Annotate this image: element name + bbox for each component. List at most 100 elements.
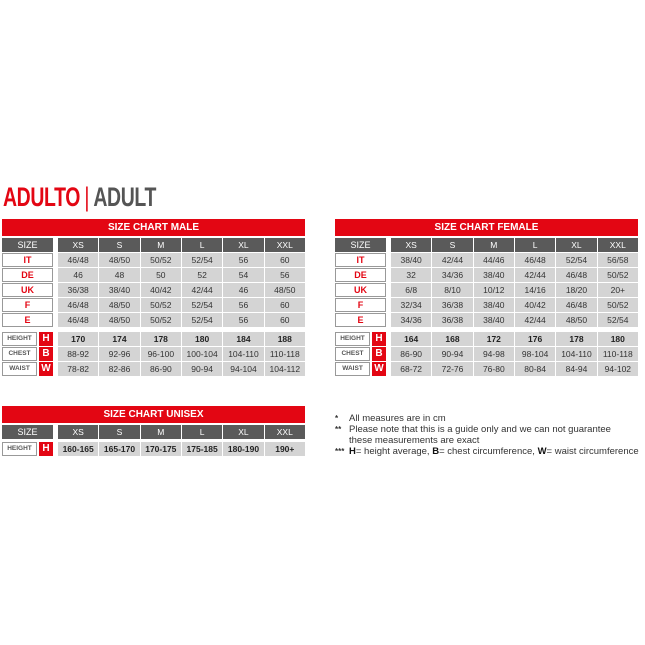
size-chart-male: SIZE CHART MALE SIZE XS S M L XL XXL IT 46/48 48/5… [2,219,305,377]
table-cell: 46/48 [514,253,556,267]
measure-name: WAIST [2,362,37,376]
measure-letter-badge: H [39,332,53,346]
table-cell: 94-98 [473,347,514,361]
row-label: IT [2,253,53,267]
table-cell: 184 [223,332,264,346]
table-row: UK 36/38 38/40 40/42 42/44 46 48/50 [2,283,305,297]
note-text: H= height average, B= chest circumferenc… [349,446,639,457]
table-cell: 50 [140,268,181,282]
heading-secondary: ADULT [93,182,156,212]
size-column-header: XXL [597,238,638,252]
table-cell: 104-110 [556,347,597,361]
table-cell: 170-175 [140,442,181,456]
measure-row: CHEST B 86-90 90-94 94-98 98-104 104-110 110-11… [335,347,638,361]
table-row: F 32/34 36/38 38/40 40/42 46/48 50/52 [335,298,638,312]
row-label: F [2,298,53,312]
table-cell: 68-72 [391,362,432,376]
table-cell: 34/36 [432,268,473,282]
size-column-header: L [181,238,223,252]
page-heading: ADULTO | ADULT [3,182,156,213]
size-column-header: XS [58,238,99,252]
note-item: ** Please note that this is a guide only … [335,424,639,446]
size-column-header: S [432,238,473,252]
measure-letter-badge: B [372,347,386,361]
table-cell: 56 [264,268,305,282]
size-column-header: L [181,425,223,439]
table-cell: 86-90 [140,362,181,376]
table-cell: 56/58 [597,253,638,267]
note-key: H [349,446,356,457]
table-cell: 36/38 [58,283,99,297]
row-label: HEIGHT H [335,332,386,346]
table-cell: 52/54 [556,253,597,267]
table-cell: 44/46 [473,253,514,267]
table-cell: 38/40 [473,313,514,327]
table-cell: 100-104 [181,347,223,361]
table-cell: 46/48 [556,298,597,312]
table-cell: 190+ [264,442,305,456]
table-cell: 42/44 [514,313,556,327]
table-cell: 8/10 [432,283,473,297]
row-label: CHEST B [2,347,53,361]
heading-primary: ADULTO [3,182,81,212]
size-column-header: M [140,425,181,439]
measure-letter-badge: H [372,332,386,346]
note-definition: = waist circumference [546,446,639,457]
chart-title: SIZE CHART FEMALE [335,219,638,236]
measure-row: HEIGHT H 170 174 178 180 184 188 [2,332,305,346]
measure-name: HEIGHT [2,332,37,346]
table-cell: 40/42 [140,283,181,297]
size-column-header: XS [58,425,99,439]
measure-name: HEIGHT [335,332,370,346]
table-cell: 36/38 [432,313,473,327]
header-row: SIZE XS S M L XL XXL [2,238,305,252]
measure-name: WAIST [335,362,370,376]
table-cell: 164 [391,332,432,346]
header-row: SIZE XS S M L XL XXL [2,425,305,439]
size-header: SIZE [2,238,53,252]
note-text: Please note that this is a guide only an… [349,424,611,446]
table-cell: 46 [223,283,264,297]
table-cell: 18/20 [556,283,597,297]
table-cell: 54 [223,268,264,282]
table-row: DE 32 34/36 38/40 42/44 46/48 50/52 [335,268,638,282]
table-cell: 10/12 [473,283,514,297]
table-cell: 160-165 [58,442,99,456]
table-cell: 48/50 [556,313,597,327]
table-cell: 178 [556,332,597,346]
table-cell: 42/44 [514,268,556,282]
table-cell: 90-94 [432,347,473,361]
size-chart-unisex: SIZE CHART UNISEX SIZE XS S M L XL XXL HEIGHT H 16… [2,406,305,457]
note-key: B [432,446,440,457]
measure-letter-badge: B [39,347,53,361]
measure-name: CHEST [2,347,37,361]
notes: * All measures are in cm ** Please note tha… [335,413,639,457]
table-cell: 50/52 [140,298,181,312]
row-label: E [2,313,53,327]
note-text: All measures are in cm [349,413,446,424]
table-cell: 52/54 [181,298,223,312]
table-row: IT 38/40 42/44 44/46 46/48 52/54 56/58 [335,253,638,267]
table-row: F 46/48 48/50 50/52 52/54 56 60 [2,298,305,312]
row-label: CHEST B [335,347,386,361]
table-cell: 38/40 [99,283,140,297]
size-column-header: XXL [264,425,305,439]
table-cell: 48/50 [99,298,140,312]
size-chart-female: SIZE CHART FEMALE SIZE XS S M L XL XXL IT 38/40 42… [335,219,638,377]
table-cell: 110-118 [597,347,638,361]
table-cell: 76-80 [473,362,514,376]
table-cell: 40/42 [514,298,556,312]
table-cell: 168 [432,332,473,346]
measure-letter-badge: W [39,362,53,376]
table-cell: 110-118 [264,347,305,361]
table-cell: 46 [58,268,99,282]
size-column-header: XL [223,238,264,252]
table-cell: 52/54 [597,313,638,327]
table-cell: 48/50 [99,253,140,267]
table-cell: 72-76 [432,362,473,376]
table-cell: 38/40 [473,268,514,282]
table-cell: 20+ [597,283,638,297]
table-cell: 46/48 [58,298,99,312]
measure-row: HEIGHT H 160-165 165-170 170-175 175-185 180-1… [2,442,305,456]
table-cell: 180 [181,332,223,346]
